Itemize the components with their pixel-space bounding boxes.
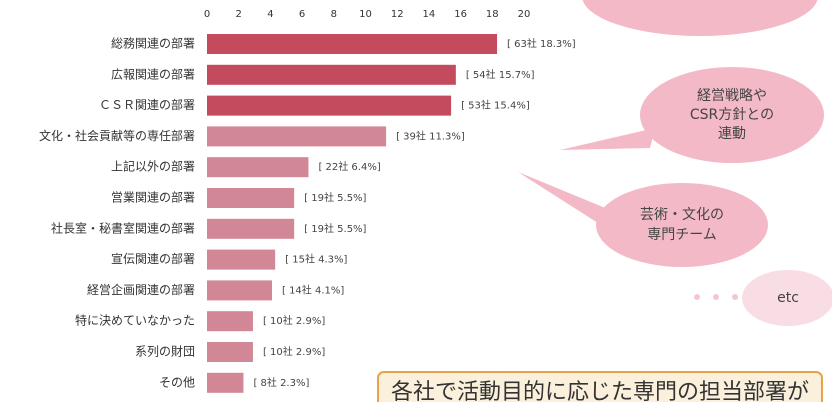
bar (207, 157, 309, 178)
bar (207, 95, 452, 116)
x-tick-label: 4 (267, 9, 273, 20)
data-label: [ 10社 2.9%] (263, 345, 325, 358)
x-tick-label: 6 (299, 9, 305, 20)
x-tick-label: 18 (486, 9, 499, 20)
data-label: [ 19社 5.5%] (304, 191, 366, 204)
footer-box (377, 371, 823, 402)
x-tick-label: 8 (331, 9, 337, 20)
category-label: その他 (159, 375, 195, 389)
bubble-tail (560, 128, 655, 150)
category-label: 宣伝関連の部署 (111, 251, 195, 266)
category-label: 総務関連の部署 (111, 36, 195, 51)
data-label: [ 8社 2.3%] (253, 376, 309, 389)
data-label: [ 54社 15.7%] (466, 68, 535, 81)
bar (207, 188, 295, 208)
speech-bubble (596, 183, 768, 267)
dot (732, 294, 738, 300)
bar (207, 34, 498, 54)
callout-text: 経営戦略や (697, 88, 767, 104)
category-label: 社長室・秘書室関連の部署 (51, 220, 195, 235)
bar (207, 218, 295, 239)
speech-bubble (640, 67, 824, 163)
footer-text: 各社で活動目的に応じた専門の担当部署が (391, 380, 809, 402)
dot (694, 294, 700, 300)
category-label: 系列の財団 (135, 344, 195, 359)
data-label: [ 22社 6.4%] (318, 160, 380, 173)
bar (207, 249, 276, 270)
bar (207, 311, 253, 332)
category-label: 経営企画関連の部署 (87, 282, 195, 297)
category-label: 広報関連の部署 (111, 66, 195, 81)
data-label: [ 10社 2.9%] (263, 314, 325, 327)
callout-text: 芸術・文化の (640, 207, 724, 223)
category-label: 文化・社会貢献等の専任部署 (39, 128, 195, 143)
x-tick-label: 2 (236, 9, 242, 20)
x-tick-label: 12 (391, 9, 404, 20)
x-tick-label: 0 (204, 9, 210, 20)
bar (207, 372, 244, 393)
data-label: [ 63社 18.3%] (507, 37, 576, 50)
data-label: [ 53社 15.4%] (461, 99, 530, 112)
category-label: ＣＳＲ関連の部署 (99, 97, 195, 112)
x-tick-label: 10 (359, 9, 372, 20)
speech-bubble (582, 0, 818, 36)
category-label: 特に決めていなかった (75, 313, 195, 328)
data-label: [ 14社 4.1%] (282, 283, 344, 296)
data-label: [ 39社 11.3%] (396, 129, 465, 142)
category-label: 営業関連の部署 (111, 190, 195, 205)
category-label: 上記以外の部署 (111, 159, 195, 174)
bar (207, 64, 456, 85)
callout-text: etc (777, 290, 799, 306)
callout-text: CSR方針との (690, 107, 774, 123)
x-tick-label: 20 (518, 9, 531, 20)
bar (207, 342, 253, 362)
bubble-tail (518, 172, 615, 232)
dot (713, 294, 719, 300)
data-label: [ 15社 4.3%] (285, 253, 347, 266)
x-tick-label: 16 (454, 9, 467, 20)
data-label: [ 19社 5.5%] (304, 222, 366, 235)
callout-text: 連動 (718, 126, 746, 142)
speech-bubble (742, 270, 832, 326)
callout-text: 専門チーム (647, 227, 717, 243)
bar (207, 280, 272, 301)
x-tick-label: 14 (423, 9, 436, 20)
bar (207, 126, 387, 147)
